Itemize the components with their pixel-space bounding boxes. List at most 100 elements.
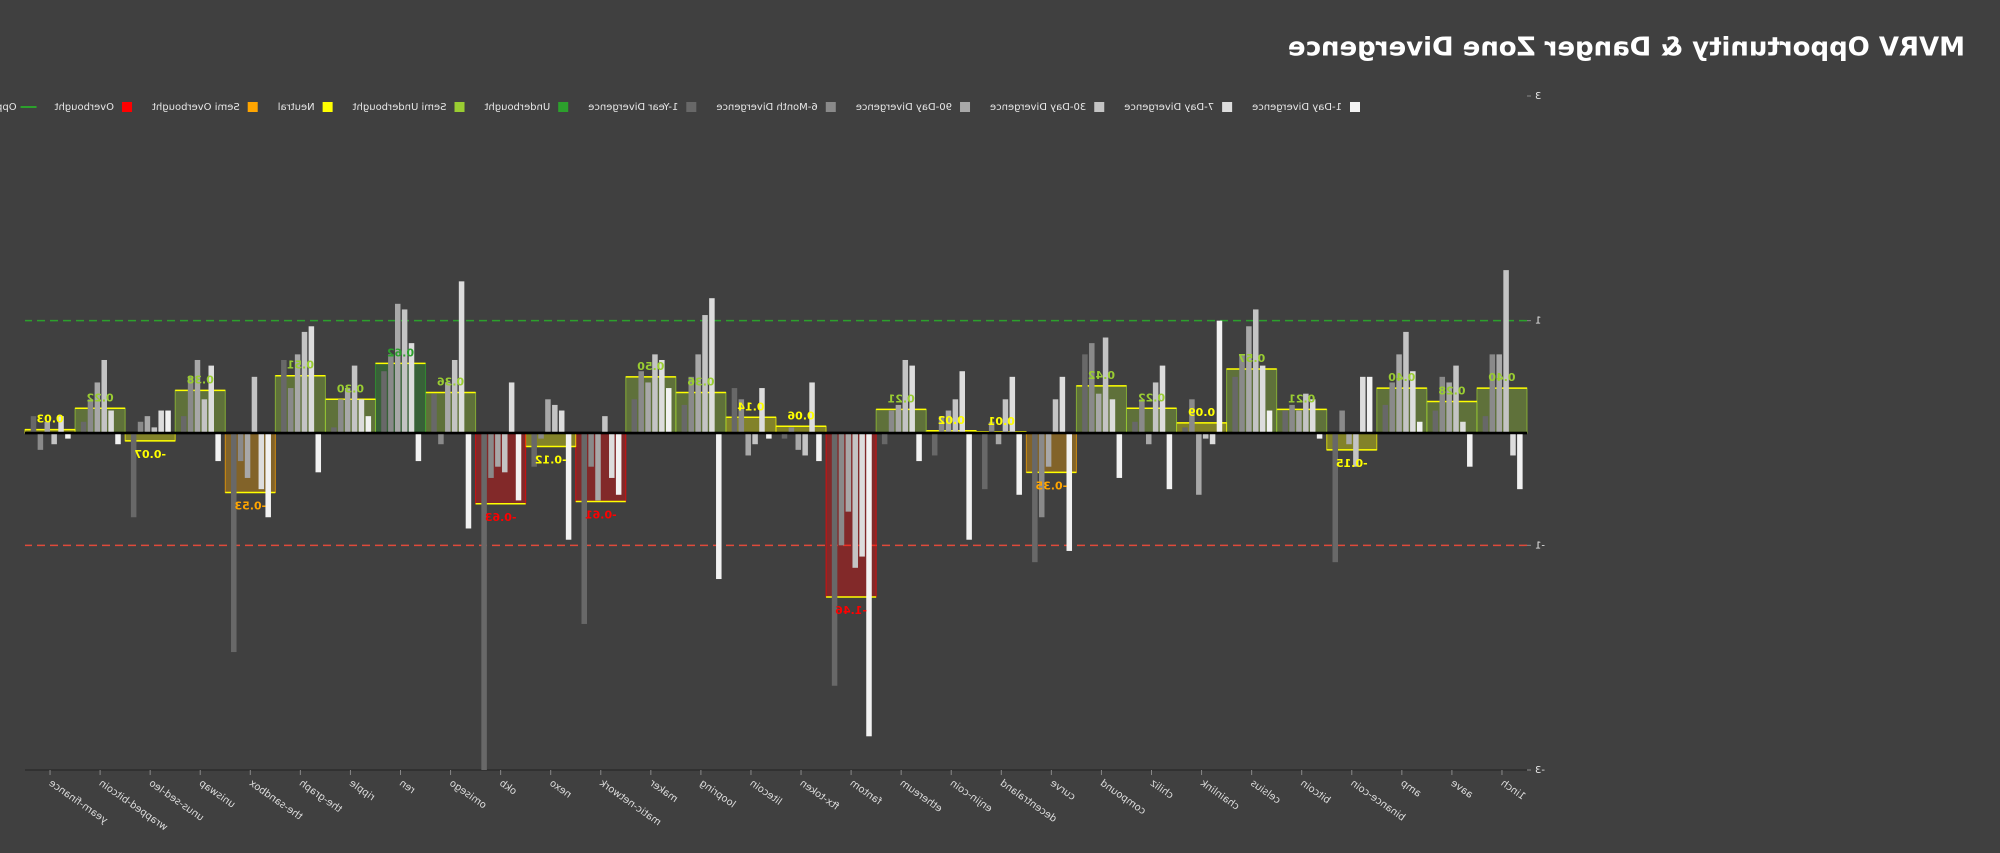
divergence-bar [1059,376,1066,433]
divergence-bar [1159,365,1166,433]
divergence-bar [258,433,265,490]
divergence-bar [351,365,358,433]
divergence-bar [1453,365,1459,433]
divergence-bar [94,382,101,433]
divergence-bar [852,433,858,568]
divergence-bar [301,331,308,433]
value-label: 0.36 [437,376,464,389]
divergence-bar [609,433,615,478]
x-tick-label: okb [497,778,518,797]
divergence-bar [759,388,765,433]
divergence-bar [802,433,808,456]
divergence-bar [1396,354,1402,433]
divergence-bar [645,382,651,433]
divergence-bar [287,388,294,433]
divergence-bar [458,281,465,433]
divergence-bar [1052,399,1059,433]
divergence-bar [65,433,71,439]
divergence-bar [1416,421,1423,433]
divergence-bar [515,433,522,501]
divergence-bar [1296,410,1302,433]
divergence-bar [30,416,37,433]
divergence-bar [966,433,972,540]
value-label: 0.14 [737,400,764,413]
value-label: 0.50 [637,360,664,373]
divergence-bar [1346,433,1352,445]
x-tick-label: loopring [697,778,737,810]
value-label: -0.15 [1336,457,1368,470]
divergence-bar [465,433,472,529]
x-tick-label: the-sandbox [247,778,304,823]
divergence-bar [866,433,872,737]
value-label: 0.02 [938,414,965,427]
x-tick-label: omisego [447,778,488,811]
value-label: 0.01 [988,415,1015,428]
divergence-bar [1095,393,1102,433]
value-label: -0.53 [234,500,266,513]
divergence-bar [945,410,952,433]
divergence-bar [838,433,845,546]
divergence-bar [1002,399,1009,433]
divergence-bar [331,427,337,433]
divergence-bar [1109,399,1116,433]
divergence-bar [552,404,558,433]
divergence-bar [652,354,658,433]
legend-swatch [558,102,569,112]
divergence-bar [315,433,322,473]
legend-label: 30-Day Divergence [990,102,1086,113]
legend-label: 90-Day Divergence [856,102,952,113]
divergence-bar [982,433,988,490]
value-label: 0.42 [1088,369,1115,382]
divergence-bar [165,410,171,433]
divergence-bar [1353,433,1359,467]
legend-label: 1-Day Divergence [1252,102,1342,113]
divergence-bar [1403,331,1409,433]
legend-label: Opportunity Zone [0,102,17,113]
legend-swatch [960,102,971,112]
divergence-bar [888,410,895,433]
value-label: 0.22 [1138,391,1165,404]
divergence-bar [959,371,966,433]
value-label: -0.63 [485,511,517,524]
y-tick-label: -3 [1535,765,1545,776]
divergence-bar [1303,393,1309,433]
value-label: 0.21 [1288,392,1315,405]
divergence-bar [1446,382,1452,433]
divergence-bar [558,410,565,433]
divergence-bar [445,382,451,433]
divergence-bar [565,433,572,540]
divergence-bar [1132,421,1138,433]
legend-swatch [1350,102,1360,112]
value-label: 0.06 [787,409,814,422]
divergence-bar [115,433,121,445]
divergence-bar [388,354,394,433]
divergence-bar [244,433,251,478]
legend-label: 6-Month Divergence [716,102,817,113]
divergence-bar [201,399,208,433]
value-label: 0.57 [1238,352,1265,365]
divergence-bar [358,399,365,433]
value-label: 0.21 [888,392,915,405]
divergence-bar [180,416,187,433]
divergence-bar [531,433,537,467]
divergence-bar [1289,404,1295,433]
legend-swatch [454,102,465,112]
divergence-bar [144,416,151,433]
divergence-bar [58,416,64,433]
divergence-bar [87,399,94,433]
divergence-bar [1152,382,1159,433]
divergence-bar [108,410,114,433]
divergence-bar [237,433,244,462]
divergence-bar [1339,410,1345,433]
divergence-bar [781,433,788,439]
divergence-bar [194,359,201,433]
divergence-bar [1410,371,1416,433]
divergence-bar [995,433,1002,445]
divergence-bar [1009,376,1016,433]
x-tick-label: maker [647,777,680,805]
x-tick-label: bitcoin [1298,778,1332,806]
divergence-bar [365,416,372,433]
divergence-bar [1216,320,1223,433]
divergence-bar [859,433,865,557]
x-tick-label: celsius [1248,778,1282,806]
